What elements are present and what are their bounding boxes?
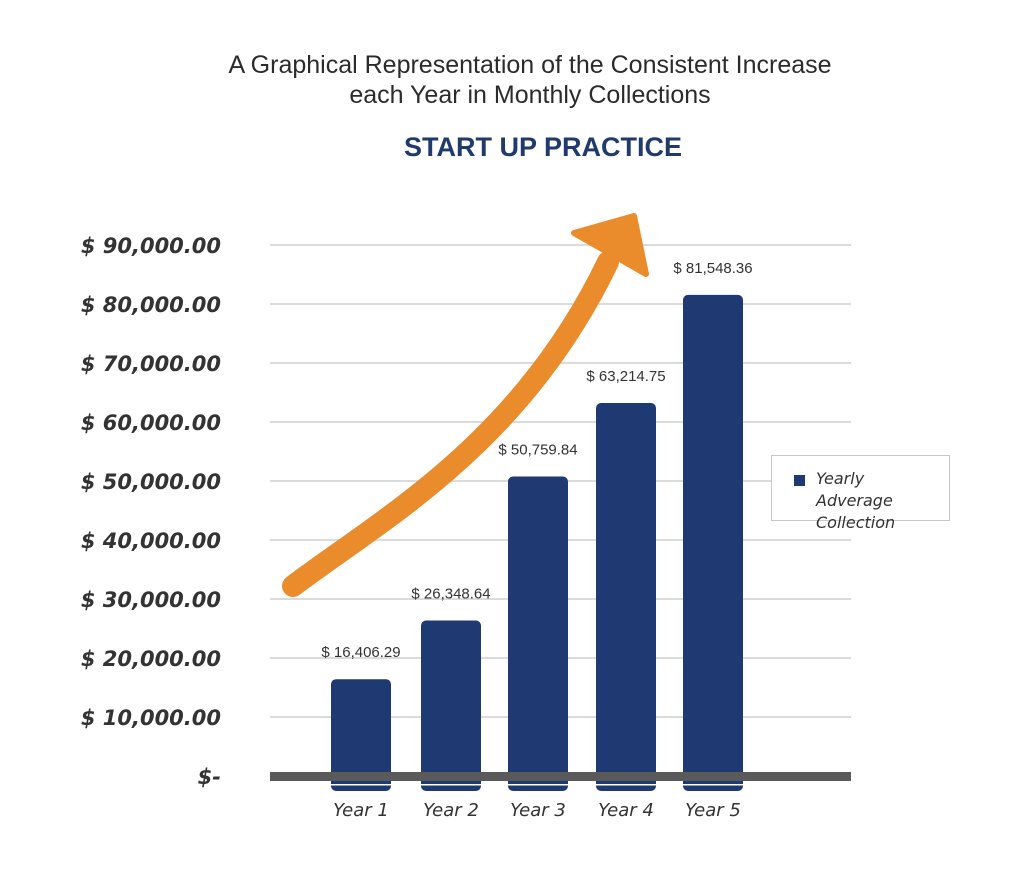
y-tick-label: $ 70,000.00 <box>81 352 221 376</box>
data-label: $ 63,214.75 <box>586 368 665 385</box>
x-tick-label: Year 4 <box>598 800 654 821</box>
legend-swatch <box>794 475 805 486</box>
x-tick-label: Year 3 <box>510 800 566 821</box>
trend-arrow-head <box>571 213 649 277</box>
y-axis-tick-labels: $- $ 10,000.00 $ 20,000.00 $ 30,000.00 $ 40,… <box>81 234 221 789</box>
x-tick-label: Year 5 <box>685 800 741 821</box>
legend-label-line-1: Yearly Adverage <box>816 469 893 510</box>
data-labels: $ 16,406.29 $ 26,348.64 $ 50,759.84 $ 63,21… <box>321 260 752 661</box>
legend: Yearly Adverage Collection <box>771 455 950 532</box>
y-tick-label: $- <box>198 765 221 789</box>
y-tick-label: $ 40,000.00 <box>81 529 221 553</box>
bar-foot-gap <box>331 784 391 786</box>
trend-arrow-shaft <box>282 251 619 597</box>
bar-3 <box>508 476 568 791</box>
data-label: $ 81,548.36 <box>673 260 752 277</box>
legend-label: Yearly Adverage Collection <box>816 468 946 534</box>
y-tick-label: $ 20,000.00 <box>81 647 221 671</box>
y-tick-label: $ 90,000.00 <box>81 234 221 258</box>
bar-5 <box>683 294 743 791</box>
y-tick-label: $ 50,000.00 <box>81 470 221 494</box>
data-label: $ 16,406.29 <box>321 644 400 661</box>
bar-foot-gap <box>508 784 568 786</box>
bar-foot-gap <box>596 784 656 786</box>
bar-foot-gap <box>421 784 481 786</box>
chart-title-line-1: A Graphical Representation of the Consis… <box>228 51 832 79</box>
bar-foot-gap <box>683 784 743 786</box>
data-label: $ 26,348.64 <box>411 586 490 603</box>
bar-1 <box>331 679 391 791</box>
y-tick-label: $ 10,000.00 <box>81 706 221 730</box>
chart-subtitle: START UP PRACTICE <box>403 132 682 162</box>
bars <box>331 294 743 791</box>
x-tick-label: Year 1 <box>333 800 389 821</box>
x-axis-baseline <box>270 772 851 781</box>
y-tick-label: $ 30,000.00 <box>81 588 221 612</box>
bar-2 <box>421 620 481 791</box>
x-axis-tick-labels: Year 1 Year 2 Year 3 Year 4 Year 5 <box>333 800 741 821</box>
y-tick-label: $ 60,000.00 <box>81 411 221 435</box>
data-label: $ 50,759.84 <box>498 442 577 459</box>
legend-label-line-2: Collection <box>816 513 896 532</box>
y-tick-label: $ 80,000.00 <box>81 293 221 317</box>
baseline <box>270 772 851 786</box>
bar-4 <box>596 403 656 791</box>
trend-arrow-icon <box>282 213 649 597</box>
chart-title-line-2: each Year in Monthly Collections <box>349 81 711 109</box>
x-tick-label: Year 2 <box>423 800 479 821</box>
